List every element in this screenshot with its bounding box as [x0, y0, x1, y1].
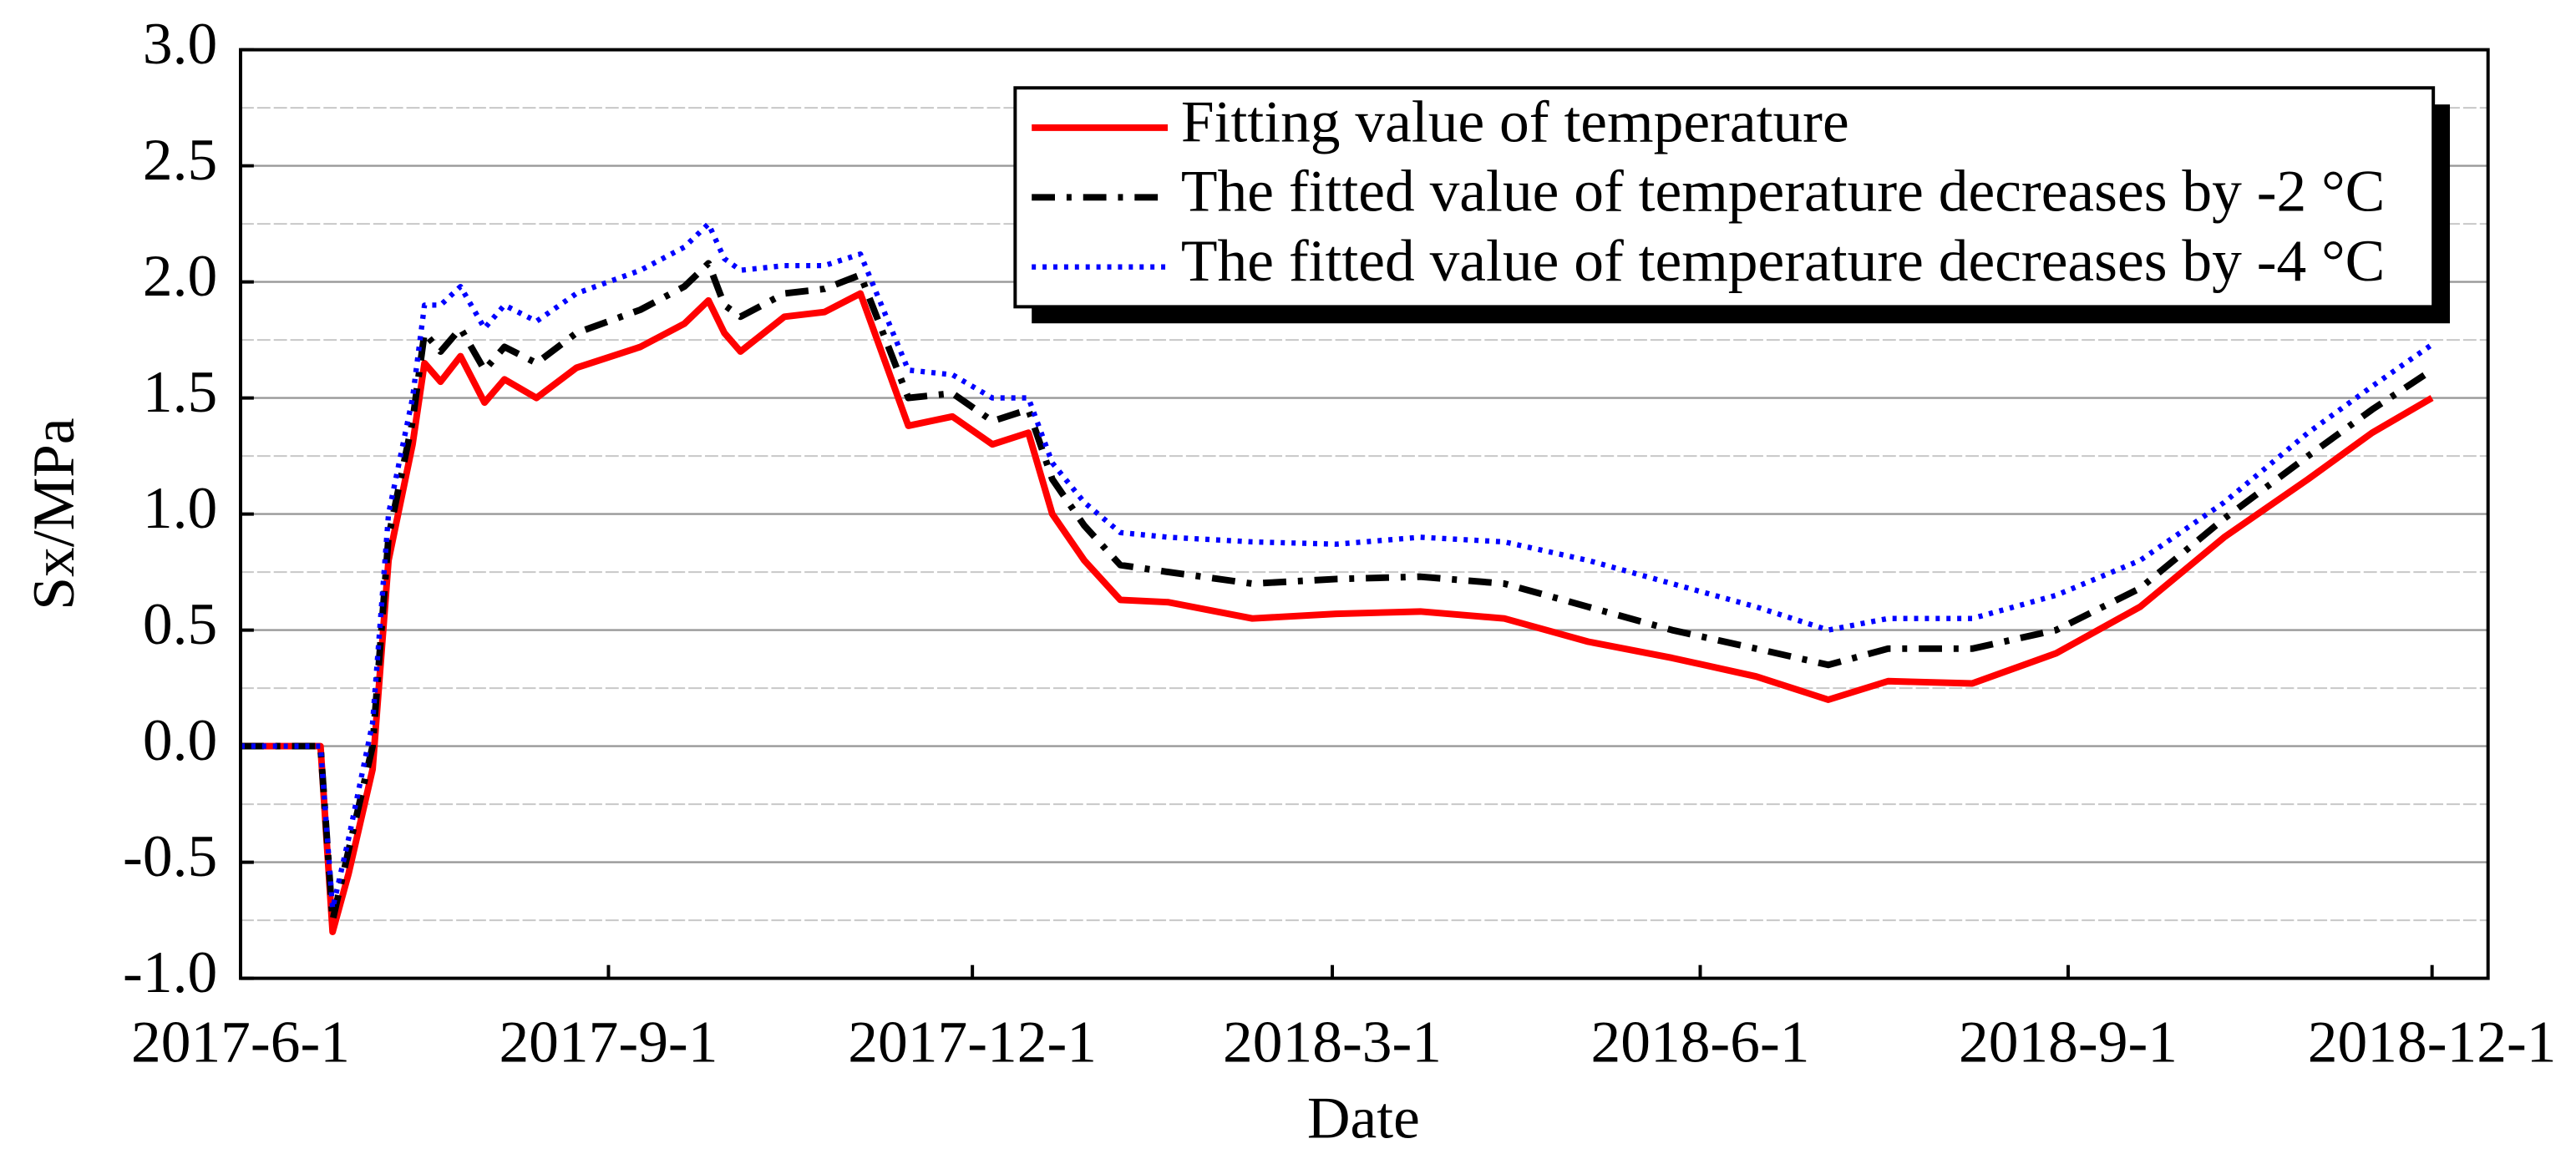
- plot-frame: [239, 48, 2490, 980]
- y-tick-label: 1.0: [143, 475, 217, 541]
- y-tick-label: 1.5: [143, 359, 217, 425]
- legend-label: Fitting value of temperature: [1181, 89, 1849, 154]
- y-tick-label: -1.0: [123, 939, 217, 1005]
- x-tick-label: 2018-3-1: [1223, 1009, 1442, 1075]
- y-tick-label: 2.0: [143, 243, 217, 309]
- y-tick-label: 3.0: [143, 11, 217, 77]
- y-axis-label: Sx/MPa: [21, 418, 87, 610]
- y-tick-label: 0.0: [143, 707, 217, 773]
- series-line: [240, 260, 2434, 924]
- x-tick-label: 2018-9-1: [1959, 1009, 2178, 1075]
- series-line: [240, 290, 2434, 935]
- y-tick-label: 0.5: [143, 591, 217, 657]
- y-tick-label: -0.5: [123, 823, 217, 889]
- x-tick-label: 2018-12-1: [2308, 1009, 2557, 1075]
- legend-label: The fitted value of temperature decrease…: [1181, 159, 2385, 225]
- x-tick-label: 2017-9-1: [499, 1009, 718, 1075]
- x-axis-label: Date: [1307, 1086, 1420, 1151]
- legend-label: The fitted value of temperature decrease…: [1181, 228, 2385, 294]
- series-line: [240, 220, 2434, 912]
- x-tick-label: 2017-12-1: [848, 1009, 1097, 1075]
- legend-box: [1013, 86, 2436, 309]
- x-tick-label: 2018-6-1: [1591, 1009, 1810, 1075]
- x-tick-label: 2017-6-1: [131, 1009, 350, 1075]
- y-tick-label: 2.5: [143, 127, 217, 193]
